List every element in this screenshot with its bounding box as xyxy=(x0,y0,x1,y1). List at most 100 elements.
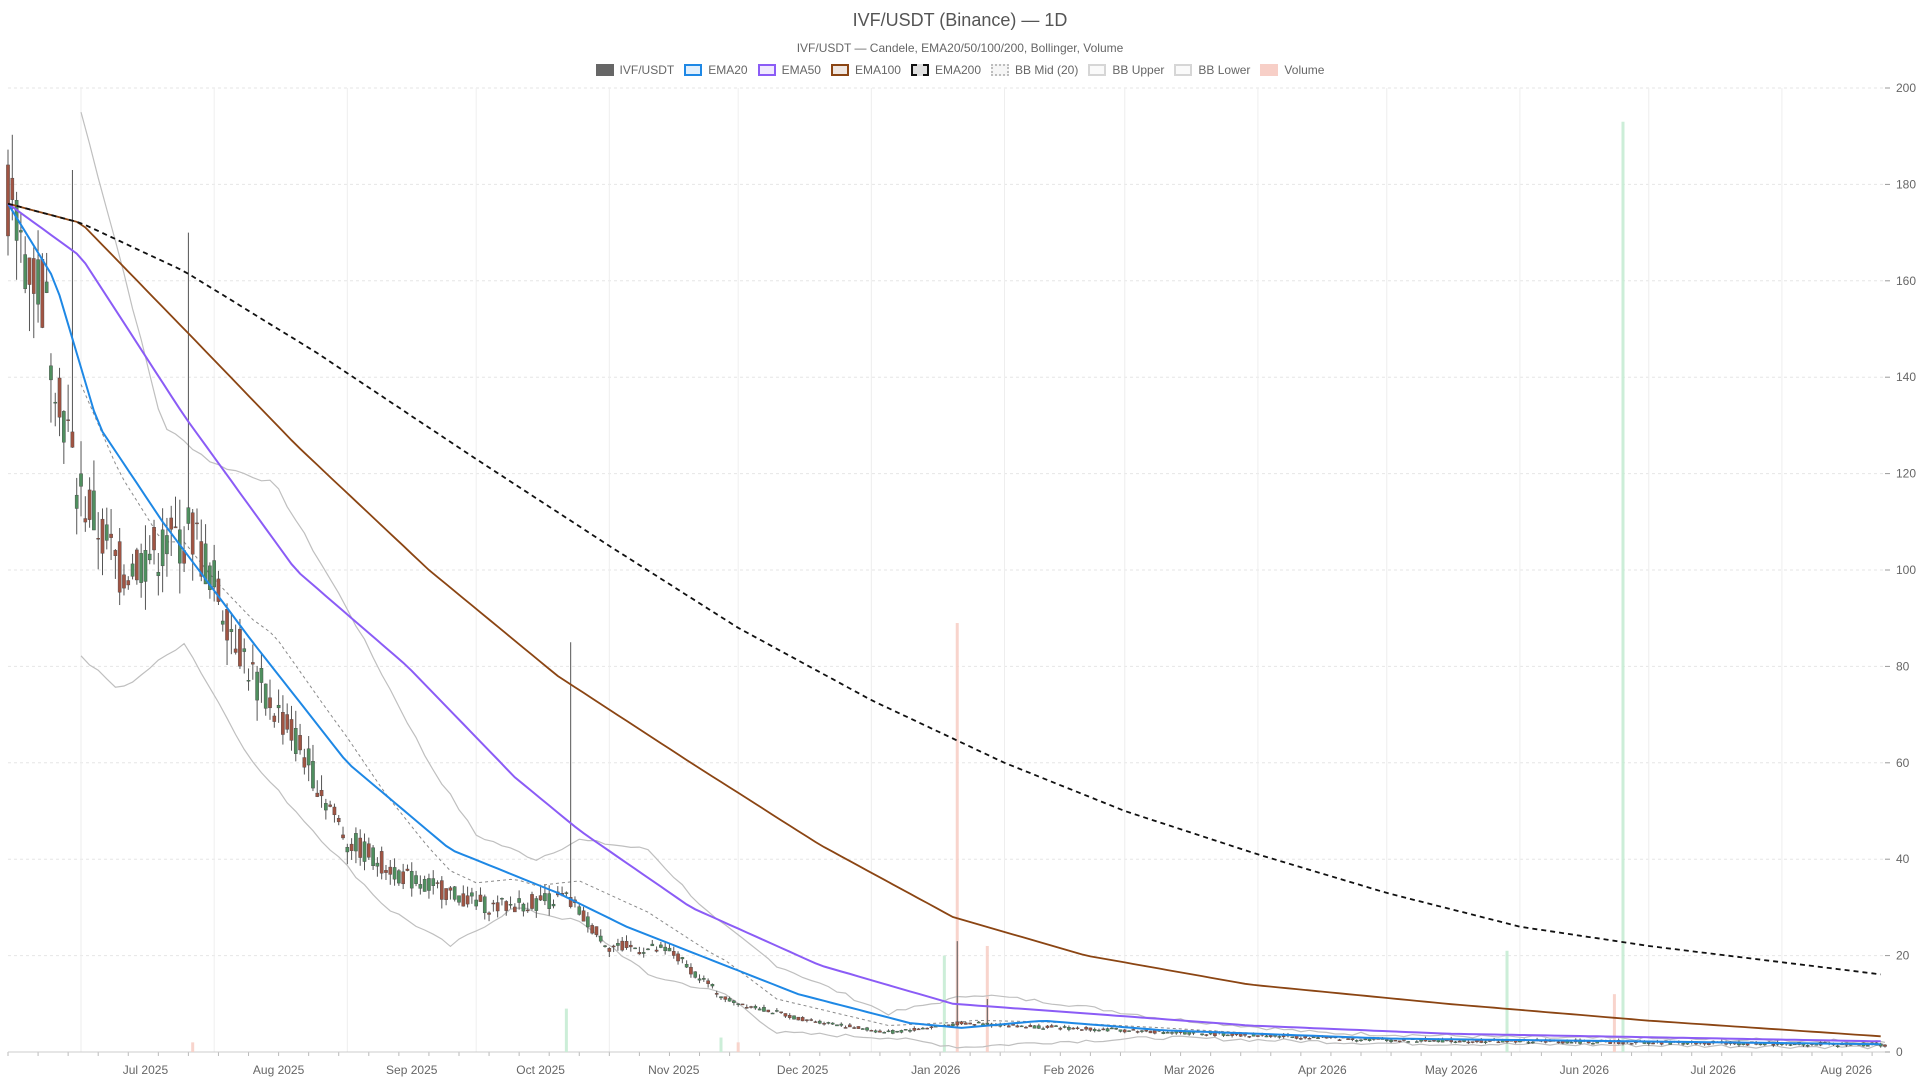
candle-body xyxy=(70,431,75,448)
x-tick-label: Aug 2025 xyxy=(253,1063,305,1077)
legend-item[interactable]: BB Lower xyxy=(1174,63,1250,77)
candle-body xyxy=(693,971,698,978)
candle-body xyxy=(955,1021,960,1026)
legend-item[interactable]: Volume xyxy=(1260,63,1324,77)
candle-body xyxy=(903,1029,908,1031)
candle-body xyxy=(1028,1024,1033,1028)
candle-body xyxy=(324,803,328,811)
candle-body xyxy=(1088,1027,1093,1031)
legend-item[interactable]: EMA200 xyxy=(910,63,981,77)
candle-body xyxy=(1354,1040,1359,1042)
candle-body xyxy=(289,719,294,741)
legend-swatch xyxy=(757,64,776,76)
candle-body xyxy=(1526,1042,1531,1044)
candle-body xyxy=(371,847,375,867)
legend-item[interactable]: EMA100 xyxy=(830,63,901,77)
candle-body xyxy=(525,909,530,912)
candle-body xyxy=(298,735,302,751)
candle-body xyxy=(366,843,371,858)
candle-body xyxy=(212,560,216,588)
candle-body xyxy=(414,875,418,884)
candle-body xyxy=(779,1011,783,1014)
volume-bar xyxy=(1621,121,1625,1053)
volume-bar xyxy=(191,1042,195,1052)
legend-swatch xyxy=(684,64,703,76)
candle-body xyxy=(1629,1043,1634,1045)
candle-body xyxy=(543,893,547,902)
candle-body xyxy=(976,1021,981,1024)
candle-body xyxy=(702,978,706,980)
candle-body xyxy=(551,903,556,907)
candle-body xyxy=(319,790,324,797)
candle-body xyxy=(504,901,509,911)
candle-body xyxy=(594,926,599,935)
candle-body xyxy=(1389,1039,1393,1042)
candle-body xyxy=(1591,1043,1595,1045)
candle-body xyxy=(1268,1035,1273,1037)
candle-body xyxy=(590,925,594,934)
candle-body xyxy=(251,662,255,665)
candle-body xyxy=(521,903,526,912)
candle-body xyxy=(1140,1030,1144,1032)
candle-body xyxy=(1621,1042,1625,1044)
candle-body xyxy=(1071,1027,1076,1030)
candle-body xyxy=(1432,1040,1436,1042)
candle-body xyxy=(968,1022,972,1025)
candle-body xyxy=(1097,1029,1101,1032)
legend-item[interactable]: EMA50 xyxy=(757,63,821,77)
legend-item[interactable]: EMA20 xyxy=(684,63,748,77)
candle-body xyxy=(478,894,483,902)
candle-body xyxy=(710,983,715,987)
legend-swatch xyxy=(910,64,929,76)
candle-body xyxy=(951,1023,955,1026)
candle-body xyxy=(474,899,478,907)
candle-body xyxy=(53,401,58,404)
candle-body xyxy=(457,895,461,903)
candle-body xyxy=(637,952,642,955)
candle-body xyxy=(130,563,135,577)
x-tick-label: Jul 2026 xyxy=(1691,1063,1737,1077)
candle-body xyxy=(1024,1026,1028,1029)
candle-body xyxy=(409,871,414,889)
candle-body xyxy=(1037,1025,1041,1029)
candle-body xyxy=(62,411,66,443)
candle-body xyxy=(577,906,582,915)
candle-body xyxy=(1758,1043,1763,1046)
candle-body xyxy=(44,281,49,293)
candle-body xyxy=(809,1019,814,1021)
legend-item[interactable]: BB Mid (20) xyxy=(991,63,1078,77)
candle-body xyxy=(805,1019,809,1021)
bb-lower-line xyxy=(80,642,1886,1050)
candle-body xyxy=(873,1030,878,1033)
candle-body xyxy=(916,1028,921,1031)
x-tick-label: Nov 2025 xyxy=(648,1063,700,1077)
legend: IVF/USDT EMA20 EMA50 EMA100 EMA200 BB Mid (20… xyxy=(0,63,1920,77)
candle-body xyxy=(513,906,517,913)
candle-body xyxy=(470,892,474,897)
legend-item[interactable]: BB Upper xyxy=(1088,63,1164,77)
candle-body xyxy=(1277,1036,1282,1038)
candle-body xyxy=(362,841,367,862)
volume-bar xyxy=(736,1042,740,1052)
legend-swatch xyxy=(991,64,1009,76)
candle-body xyxy=(285,714,289,730)
y-tick-label: 60 xyxy=(1896,756,1910,770)
candle-body xyxy=(891,1030,895,1034)
candle-body xyxy=(1200,1033,1204,1036)
candle-body xyxy=(1530,1041,1535,1044)
y-tick-label: 40 xyxy=(1896,852,1910,866)
x-tick-label: Jul 2025 xyxy=(123,1063,169,1077)
candle-body xyxy=(1311,1036,1316,1039)
candle-body xyxy=(1079,1029,1084,1031)
candle-body xyxy=(225,609,229,641)
candle-body xyxy=(1165,1032,1170,1034)
candle-body xyxy=(1110,1027,1114,1030)
x-tick-label: Sep 2025 xyxy=(386,1063,438,1077)
legend-label: BB Lower xyxy=(1198,63,1251,77)
candle-body xyxy=(882,1032,887,1034)
candle-body xyxy=(66,419,70,421)
legend-swatch xyxy=(1260,64,1279,76)
legend-item[interactable]: IVF/USDT xyxy=(595,63,674,77)
candle-body xyxy=(723,996,728,1000)
